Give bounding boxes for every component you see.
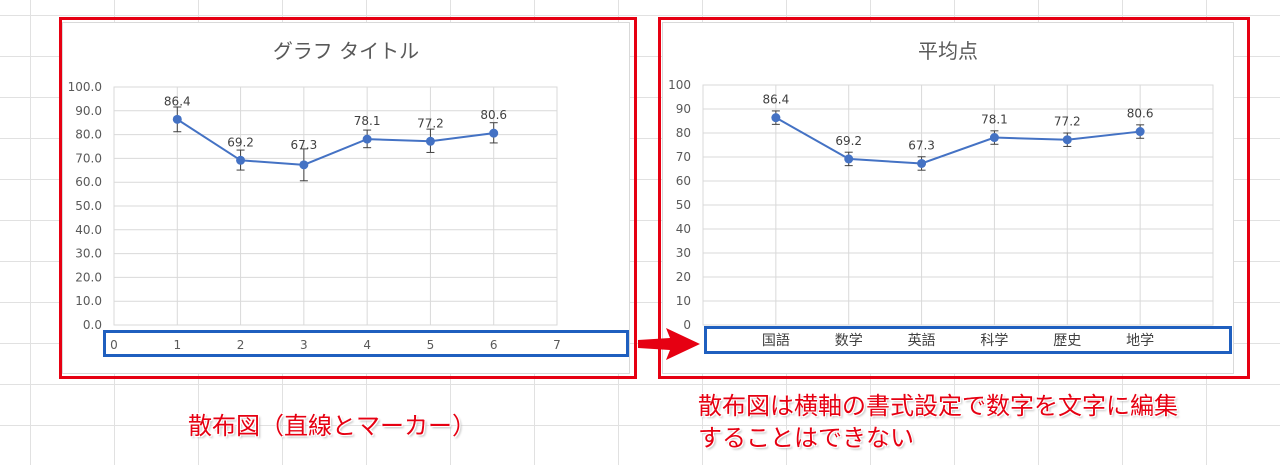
data-label: 78.1 xyxy=(354,114,381,128)
y-tick-label: 20.0 xyxy=(75,270,102,284)
y-tick-label: 100.0 xyxy=(68,80,102,94)
data-marker[interactable] xyxy=(299,160,309,170)
right-chart[interactable]: 平均点 xyxy=(662,22,1234,374)
data-marker[interactable] xyxy=(1062,135,1072,145)
data-marker[interactable] xyxy=(362,134,372,144)
x-category-label: 歴史 xyxy=(1053,333,1081,349)
left-chart[interactable]: グラフ タイトル xyxy=(62,22,630,374)
x-tick-label: 5 xyxy=(427,338,435,352)
x-category-label: 科学 xyxy=(980,333,1008,349)
y-tick-label: 100 xyxy=(668,78,691,92)
data-marker[interactable] xyxy=(172,114,182,124)
data-label: 80.6 xyxy=(480,108,507,122)
x-category-label: 地学 xyxy=(1126,333,1154,349)
y-tick-label: 30.0 xyxy=(75,247,102,261)
right-chart-title[interactable]: 平均点 xyxy=(918,39,978,63)
left-chart-title[interactable]: グラフ タイトル xyxy=(272,39,420,63)
data-label: 78.1 xyxy=(981,113,1008,127)
y-tick-label: 40.0 xyxy=(75,223,102,237)
data-marker[interactable] xyxy=(425,136,435,146)
y-tick-label: 60.0 xyxy=(75,175,102,189)
y-tick-label: 70 xyxy=(676,150,691,164)
y-tick-label: 30 xyxy=(676,246,691,260)
y-tick-label: 80.0 xyxy=(75,128,102,142)
right-caption-line1: 散布図は横軸の書式設定で数字を文字に編集 xyxy=(698,392,1178,420)
y-tick-label: 0.0 xyxy=(83,318,102,332)
left-chart-highlight xyxy=(59,17,637,379)
left-caption: 散布図（直線とマーカー） xyxy=(188,412,476,440)
data-marker[interactable] xyxy=(917,158,927,168)
y-tick-label: 10.0 xyxy=(75,294,102,308)
y-tick-label: 40 xyxy=(676,222,691,236)
data-label: 77.2 xyxy=(1054,115,1081,129)
x-tick-label: 0 xyxy=(110,338,118,352)
y-tick-label: 80 xyxy=(676,126,691,140)
data-marker[interactable] xyxy=(1135,127,1145,137)
y-tick-label: 0 xyxy=(683,318,691,332)
right-x-axis-highlight xyxy=(704,326,1232,354)
x-tick-label: 6 xyxy=(490,338,498,352)
x-category-label: 数学 xyxy=(835,333,863,349)
x-category-label: 国語 xyxy=(762,333,790,349)
y-tick-label: 10 xyxy=(676,294,691,308)
series-line xyxy=(775,116,1141,165)
y-tick-label: 60 xyxy=(676,174,691,188)
data-label: 86.4 xyxy=(164,94,191,108)
data-label: 86.4 xyxy=(762,93,789,107)
data-label: 67.3 xyxy=(290,138,317,152)
right-caption-line2: することはできない xyxy=(698,424,914,452)
y-tick-label: 90 xyxy=(676,102,691,116)
data-marker[interactable] xyxy=(236,155,246,165)
y-tick-label: 50.0 xyxy=(75,199,102,213)
data-marker[interactable] xyxy=(844,154,854,164)
data-label: 80.6 xyxy=(1127,107,1154,121)
data-marker[interactable] xyxy=(771,113,781,123)
x-tick-label: 1 xyxy=(173,338,181,352)
x-category-label: 英語 xyxy=(908,332,936,349)
x-tick-label: 4 xyxy=(363,338,371,352)
y-tick-label: 50 xyxy=(676,198,691,212)
y-tick-label: 90.0 xyxy=(75,104,102,118)
data-marker[interactable] xyxy=(489,128,499,138)
arrow-right-icon xyxy=(638,328,700,360)
plot-area xyxy=(702,84,1214,326)
x-tick-label: 7 xyxy=(553,338,561,352)
series-line xyxy=(176,118,494,166)
x-tick-label: 3 xyxy=(300,338,308,352)
left-x-axis-highlight xyxy=(103,330,629,357)
right-chart-plot: 0 10 20 30 40 50 60 70 80 90 100 国語 数学 英語 科学 歴史 地学 86.4 69… xyxy=(668,78,1214,349)
plot-area xyxy=(113,86,558,326)
left-chart-plot: 0.0 10.0 20.0 30.0 40.0 50.0 60.0 70.0 80.0 90.0 1… xyxy=(68,80,561,352)
data-label: 69.2 xyxy=(227,135,254,149)
x-tick-label: 2 xyxy=(237,338,245,352)
data-marker[interactable] xyxy=(989,133,999,143)
data-label: 77.2 xyxy=(417,116,444,130)
data-label: 67.3 xyxy=(908,138,935,152)
data-label: 69.2 xyxy=(835,134,862,148)
right-chart-highlight xyxy=(658,17,1250,379)
y-tick-label: 20 xyxy=(676,270,691,284)
y-tick-label: 70.0 xyxy=(75,151,102,165)
